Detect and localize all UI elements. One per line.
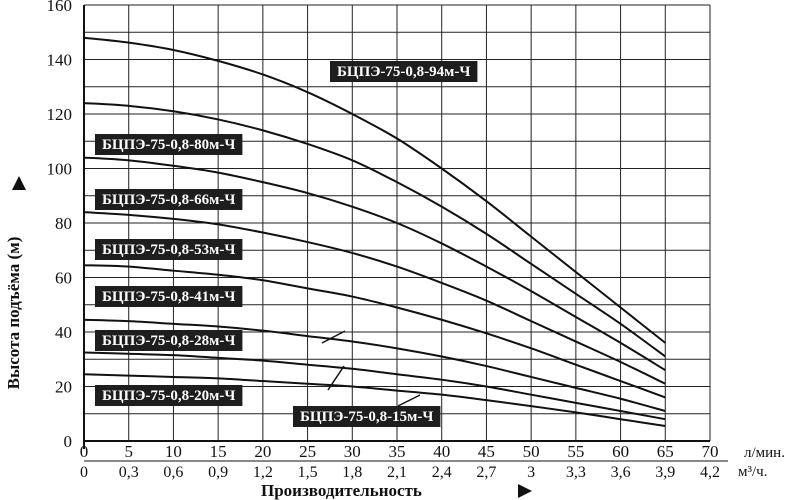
series-line — [83, 351, 666, 421]
series-label: БЦПЭ-75-0,8-20м-Ч — [95, 365, 345, 406]
x-tick-label: 20 — [254, 442, 271, 461]
y-tick-label: 160 — [47, 0, 73, 15]
x-unit-label: л/мин. — [744, 445, 785, 461]
series-label-box — [95, 239, 243, 260]
series-line — [83, 264, 666, 399]
x-tick-label: 15 — [210, 442, 227, 461]
y-axis-arrow-icon — [12, 176, 26, 190]
x2-tick-label: 1,5 — [298, 464, 318, 481]
series-line — [83, 102, 666, 358]
x-tick-label: 50 — [523, 442, 540, 461]
x2-tick-label: 1,8 — [342, 464, 362, 481]
x-tick-label: 65 — [657, 442, 674, 461]
x-tick-label: 60 — [612, 442, 629, 461]
series-label-box — [95, 330, 243, 351]
series-label: БЦПЭ-75-0,8-94м-Ч — [330, 61, 478, 82]
series-label-box — [330, 61, 478, 82]
x-tick-label: 0 — [80, 442, 89, 461]
y-tick-label: 120 — [47, 105, 73, 124]
x-tick-label: 35 — [389, 442, 406, 461]
series-label-pointer — [327, 365, 345, 391]
x2-tick-label: 2,4 — [432, 464, 452, 481]
x-tick-label: 30 — [344, 442, 361, 461]
x-tick-label: 40 — [433, 442, 450, 461]
x-tick-label: 70 — [702, 442, 719, 461]
x2-tick-label: 0,9 — [208, 464, 228, 481]
x2-tick-label: 0,3 — [119, 464, 139, 481]
series-label-text: БЦПЭ-75-0,8-28м-Ч — [102, 333, 235, 349]
series-lines — [83, 36, 666, 427]
series-line — [83, 318, 666, 412]
y-tick-label: 0 — [64, 432, 73, 451]
x2-tick-label: 1,2 — [253, 464, 273, 481]
y-axis-title: Высота подъёма (м) — [4, 237, 23, 390]
series-label-box — [95, 134, 243, 155]
y-tick-label: 100 — [47, 160, 73, 179]
series-label-text: БЦПЭ-75-0,8-66м-Ч — [102, 192, 235, 208]
series-label-text: БЦПЭ-75-0,8-94м-Ч — [337, 64, 470, 80]
x2-tick-label: 3,9 — [655, 464, 675, 481]
series-label: БЦПЭ-75-0,8-15м-Ч — [293, 394, 441, 427]
x-axis-title: Производительность — [261, 481, 422, 500]
x-tick-label: 45 — [478, 442, 495, 461]
y-tick-label: 80 — [55, 214, 72, 233]
series-line — [83, 156, 666, 372]
series-label: БЦПЭ-75-0,8-53м-Ч — [95, 239, 243, 260]
series-label-pointer — [397, 394, 421, 407]
x2-tick-label: 4,2 — [700, 464, 720, 481]
series-label: БЦПЭ-75-0,8-80м-Ч — [95, 134, 243, 155]
series-label-text: БЦПЭ-75-0,8-80м-Ч — [102, 137, 235, 153]
x2-tick-label: 2,7 — [476, 464, 496, 481]
x-tick-label: 5 — [124, 442, 133, 461]
y-tick-label: 20 — [55, 378, 72, 397]
series-label-box — [95, 189, 243, 210]
series-label-text: БЦПЭ-75-0,8-20м-Ч — [102, 388, 235, 404]
series-line — [83, 211, 666, 385]
series-label-pointer — [321, 330, 346, 344]
x-axis-arrow-icon — [518, 484, 532, 498]
x-tick-label: 25 — [299, 442, 316, 461]
y-tick-label: 140 — [47, 51, 73, 70]
series-labels: БЦПЭ-75-0,8-94м-Ч БЦПЭ-75-0,8-80м-Ч БЦПЭ-7… — [95, 61, 478, 427]
y-axis-title-group: Высота подъёма (м) — [4, 176, 26, 389]
x2-tick-label: 2,1 — [387, 464, 407, 481]
x-axis-title-group: Производительность — [261, 481, 532, 500]
series-line — [83, 373, 666, 427]
x2-tick-label: 0,6 — [163, 464, 183, 481]
x2-unit-label: м³/ч. — [738, 464, 767, 480]
x2-tick-label: 3 — [527, 464, 535, 481]
y-tick-label: 60 — [55, 269, 72, 288]
series-label-box — [95, 385, 243, 406]
series-label-box — [95, 286, 243, 307]
grid — [83, 4, 711, 442]
series-label-text: БЦПЭ-75-0,8-53м-Ч — [102, 242, 235, 258]
x2-tick-label: 3,6 — [611, 464, 631, 481]
x-tick-label: 10 — [165, 442, 182, 461]
x2-tick-label: 3,3 — [566, 464, 586, 481]
y-tick-label: 40 — [55, 323, 72, 342]
series-label: БЦПЭ-75-0,8-28м-Ч — [95, 330, 346, 351]
series-line — [83, 36, 666, 344]
series-label: БЦПЭ-75-0,8-41м-Ч — [95, 286, 243, 307]
series-label-text: БЦПЭ-75-0,8-15м-Ч — [300, 409, 433, 425]
series-label-box — [293, 406, 441, 427]
series-label: БЦПЭ-75-0,8-66м-Ч — [95, 189, 243, 210]
series-label-text: БЦПЭ-75-0,8-41м-Ч — [102, 289, 235, 305]
x-tick-label: 55 — [567, 442, 584, 461]
x2-tick-label: 0 — [80, 464, 88, 481]
